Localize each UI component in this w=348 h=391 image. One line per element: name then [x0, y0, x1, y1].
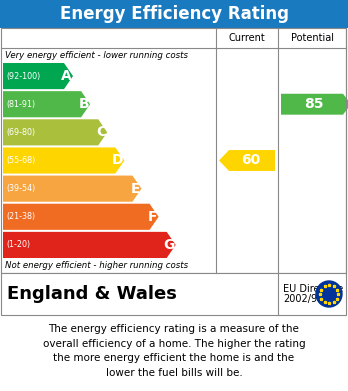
Text: B: B — [79, 97, 89, 111]
Text: C: C — [96, 126, 106, 139]
Text: (55-68): (55-68) — [6, 156, 35, 165]
Polygon shape — [219, 150, 275, 171]
Circle shape — [316, 281, 342, 307]
Polygon shape — [3, 119, 107, 145]
Polygon shape — [3, 176, 142, 202]
Bar — [1, 28, 346, 273]
Text: Energy Efficiency Rating: Energy Efficiency Rating — [60, 5, 288, 23]
Text: Current: Current — [229, 33, 266, 43]
Text: A: A — [61, 69, 72, 83]
Text: (21-38): (21-38) — [6, 212, 35, 221]
Text: G: G — [163, 238, 175, 252]
Text: Very energy efficient - lower running costs: Very energy efficient - lower running co… — [5, 50, 188, 59]
Text: 85: 85 — [304, 97, 324, 111]
Text: F: F — [148, 210, 158, 224]
Text: (39-54): (39-54) — [6, 184, 35, 193]
Text: EU Directive: EU Directive — [283, 284, 343, 294]
Polygon shape — [3, 63, 73, 89]
Text: (1-20): (1-20) — [6, 240, 30, 249]
Text: The energy efficiency rating is a measure of the
overall efficiency of a home. T: The energy efficiency rating is a measur… — [43, 324, 305, 378]
Text: D: D — [112, 154, 123, 167]
Bar — [0, 0, 348, 28]
Text: 2002/91/EC: 2002/91/EC — [283, 294, 339, 304]
Polygon shape — [3, 91, 90, 117]
Text: Not energy efficient - higher running costs: Not energy efficient - higher running co… — [5, 262, 188, 271]
Polygon shape — [3, 147, 124, 174]
Polygon shape — [3, 204, 159, 230]
Text: Potential: Potential — [291, 33, 333, 43]
Text: E: E — [131, 182, 141, 196]
Text: 60: 60 — [242, 154, 261, 167]
Polygon shape — [281, 94, 348, 115]
Text: (81-91): (81-91) — [6, 100, 35, 109]
Text: (92-100): (92-100) — [6, 72, 40, 81]
Text: (69-80): (69-80) — [6, 128, 35, 137]
Bar — [1, 273, 346, 315]
Text: England & Wales: England & Wales — [7, 285, 177, 303]
Polygon shape — [3, 232, 176, 258]
